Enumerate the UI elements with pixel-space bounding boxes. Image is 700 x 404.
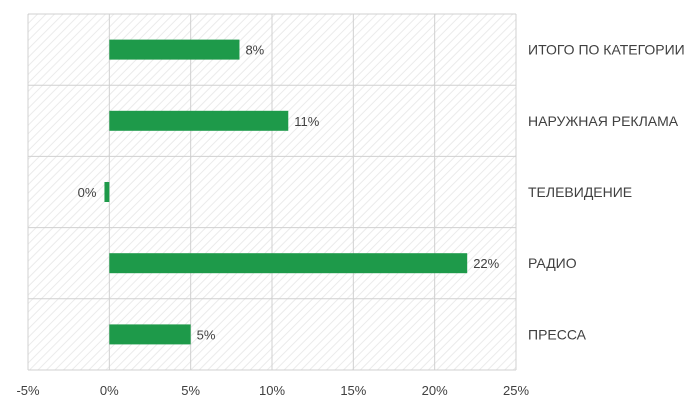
- bar: [104, 182, 110, 202]
- grid-lines: [27, 13, 517, 371]
- category-label: ИТОГО ПО КАТЕГОРИИ: [528, 42, 685, 58]
- bar: [109, 39, 240, 60]
- data-label: 5%: [197, 327, 216, 342]
- x-tick-label: 10%: [259, 383, 285, 398]
- x-tick-label: 15%: [340, 383, 366, 398]
- category-labels: ИТОГО ПО КАТЕГОРИИ НАРУЖНАЯ РЕКЛАМА ТЕЛЕВИ…: [528, 42, 685, 343]
- data-label: 22%: [473, 256, 499, 271]
- bar: [109, 110, 289, 131]
- x-tick-label: 25%: [503, 383, 529, 398]
- bars: [104, 39, 468, 345]
- category-label: РАДИО: [528, 255, 577, 271]
- data-label: 11%: [294, 114, 319, 129]
- x-tick-label: 0%: [100, 383, 119, 398]
- x-tick-label: -5%: [16, 383, 40, 398]
- data-label: 0%: [78, 185, 97, 200]
- x-tick-label: 20%: [422, 383, 448, 398]
- data-labels: 8% 11% 0% 22% 5%: [78, 43, 500, 343]
- category-label: ПРЕССА: [528, 326, 587, 342]
- bar: [109, 253, 468, 274]
- x-tick-label: 5%: [181, 383, 200, 398]
- x-axis-ticks: -5% 0% 5% 10% 15% 20% 25%: [16, 383, 529, 398]
- category-label: НАРУЖНАЯ РЕКЛАМА: [528, 113, 679, 129]
- data-label: 8%: [245, 43, 264, 58]
- bar: [109, 324, 191, 345]
- category-label: ТЕЛЕВИДЕНИЕ: [528, 184, 632, 200]
